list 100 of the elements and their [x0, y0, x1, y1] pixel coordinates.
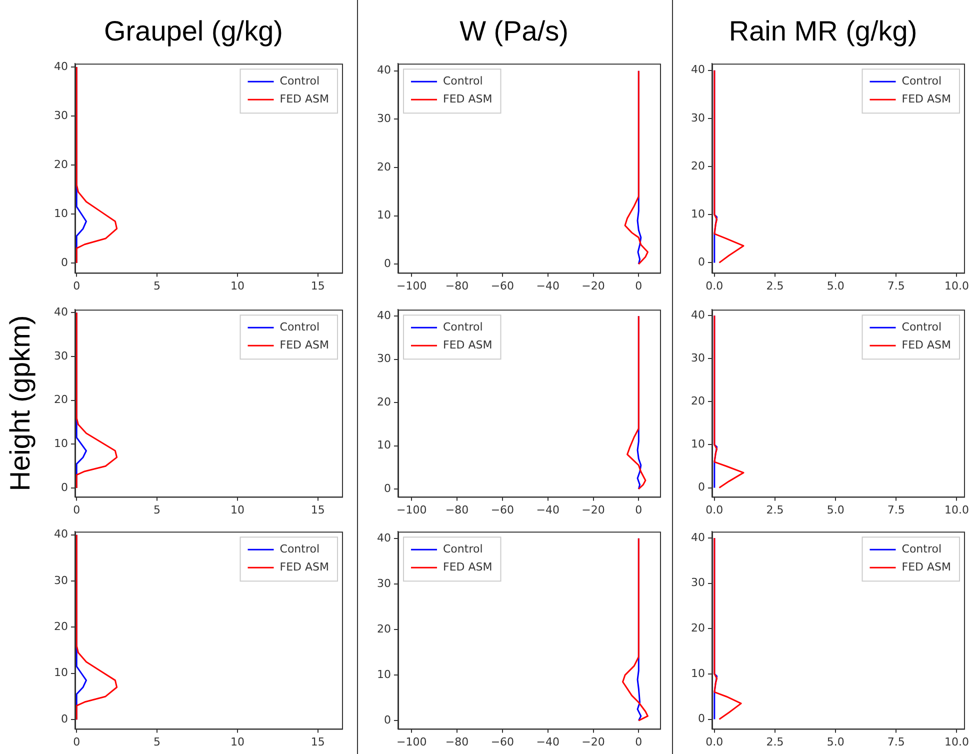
- x-tick-label: −80: [445, 735, 469, 748]
- chart-title: W (Pa/s): [460, 16, 568, 47]
- legend-label: FED ASM: [280, 92, 330, 106]
- x-tick-label: 10: [230, 279, 244, 292]
- x-tick-label: −100: [396, 279, 427, 292]
- y-tick-label: 30: [54, 349, 68, 362]
- y-tick-label: 30: [54, 108, 68, 122]
- y-tick-label: 30: [691, 576, 705, 590]
- legend-label: Control: [902, 74, 942, 88]
- y-tick-label: 0: [698, 256, 705, 269]
- legend-label: FED ASM: [443, 560, 492, 574]
- x-tick-label: 5.0: [826, 503, 844, 516]
- y-tick-label: 40: [377, 64, 391, 77]
- y-tick-label: 10: [691, 207, 705, 220]
- x-tick-label: 2.5: [766, 735, 784, 748]
- y-tick-label: 30: [377, 112, 391, 126]
- y-tick-label: 10: [54, 206, 68, 220]
- y-tick-label: 0: [384, 482, 391, 495]
- y-tick-label: 10: [377, 668, 391, 681]
- x-tick-label: 10: [230, 735, 244, 748]
- x-tick-label: 0.0: [706, 503, 724, 516]
- y-tick-label: 0: [61, 712, 68, 726]
- x-tick-label: −80: [445, 503, 469, 516]
- y-tick-label: 0: [61, 256, 68, 269]
- y-tick-label: 10: [377, 438, 391, 452]
- legend-label: FED ASM: [443, 338, 492, 352]
- legend-label: Control: [443, 74, 483, 88]
- y-tick-label: 40: [54, 528, 68, 541]
- x-tick-label: 10.0: [944, 503, 969, 516]
- legend-label: Control: [280, 74, 320, 88]
- x-tick-label: −60: [490, 503, 514, 516]
- x-tick-label: 0: [635, 735, 642, 748]
- y-axis-title: Height (gpkm): [4, 315, 36, 492]
- x-tick-label: 5: [154, 279, 161, 292]
- y-tick-label: 40: [691, 530, 705, 544]
- x-tick-label: −60: [490, 735, 514, 748]
- legend-label: Control: [902, 542, 942, 556]
- legend-label: FED ASM: [443, 92, 492, 106]
- x-tick-label: 0.0: [706, 735, 724, 748]
- x-tick-label: −40: [536, 503, 560, 516]
- y-tick-label: 10: [54, 666, 68, 680]
- legend-label: FED ASM: [902, 560, 952, 574]
- y-tick-label: 20: [377, 395, 391, 408]
- x-tick-label: 5.0: [826, 735, 844, 748]
- y-tick-label: 10: [377, 208, 391, 222]
- y-tick-label: 30: [691, 352, 705, 365]
- y-tick-label: 30: [691, 111, 705, 124]
- y-tick-label: 0: [698, 712, 705, 726]
- y-tick-label: 30: [377, 576, 391, 590]
- x-tick-label: 7.5: [887, 279, 905, 292]
- x-tick-label: 0: [635, 503, 642, 516]
- y-tick-label: 0: [61, 480, 68, 494]
- y-tick-label: 40: [377, 531, 391, 544]
- chart-title: Graupel (g/kg): [104, 16, 283, 47]
- legend-label: FED ASM: [902, 92, 952, 106]
- x-tick-label: 5: [154, 735, 161, 748]
- y-tick-label: 0: [384, 256, 391, 270]
- y-tick-label: 20: [691, 159, 705, 172]
- x-tick-label: 0: [73, 735, 80, 748]
- x-tick-label: −20: [582, 279, 605, 292]
- legend-label: Control: [280, 320, 320, 334]
- y-tick-label: 40: [691, 308, 705, 322]
- x-tick-label: 0: [73, 503, 80, 516]
- y-tick-label: 10: [691, 666, 705, 680]
- y-tick-label: 20: [691, 621, 705, 634]
- y-tick-label: 10: [54, 437, 68, 450]
- chart-title: Rain MR (g/kg): [728, 16, 918, 47]
- x-tick-label: 7.5: [887, 735, 905, 748]
- y-tick-label: 20: [54, 393, 68, 406]
- x-tick-label: 0.0: [706, 279, 724, 292]
- y-tick-label: 40: [377, 308, 391, 322]
- x-tick-label: 15: [310, 503, 325, 516]
- legend-label: Control: [280, 542, 320, 556]
- x-tick-label: 2.5: [766, 503, 784, 516]
- x-tick-label: 5: [154, 503, 161, 516]
- legend-label: FED ASM: [902, 338, 952, 352]
- x-tick-label: 10: [230, 503, 244, 516]
- x-tick-label: 2.5: [766, 279, 784, 292]
- y-tick-label: 10: [691, 438, 705, 451]
- x-tick-label: −40: [536, 279, 560, 292]
- y-tick-label: 30: [377, 352, 391, 366]
- y-tick-label: 0: [698, 480, 705, 494]
- y-tick-label: 20: [377, 160, 391, 174]
- x-tick-label: 15: [310, 735, 325, 748]
- y-tick-label: 20: [54, 620, 68, 634]
- y-tick-label: 40: [691, 63, 705, 76]
- x-tick-label: 15: [310, 279, 325, 292]
- legend-label: Control: [902, 320, 942, 334]
- legend-label: Control: [443, 542, 483, 556]
- legend-label: FED ASM: [280, 338, 330, 352]
- legend-label: Control: [443, 320, 483, 334]
- x-tick-label: −100: [396, 503, 427, 516]
- y-tick-label: 20: [691, 394, 705, 408]
- y-tick-label: 20: [54, 158, 68, 171]
- y-tick-label: 40: [54, 60, 68, 73]
- x-tick-label: 5.0: [826, 279, 844, 292]
- x-tick-label: 10.0: [944, 279, 969, 292]
- x-tick-label: 0: [73, 279, 80, 292]
- legend-label: FED ASM: [280, 560, 330, 574]
- y-tick-label: 40: [54, 306, 68, 319]
